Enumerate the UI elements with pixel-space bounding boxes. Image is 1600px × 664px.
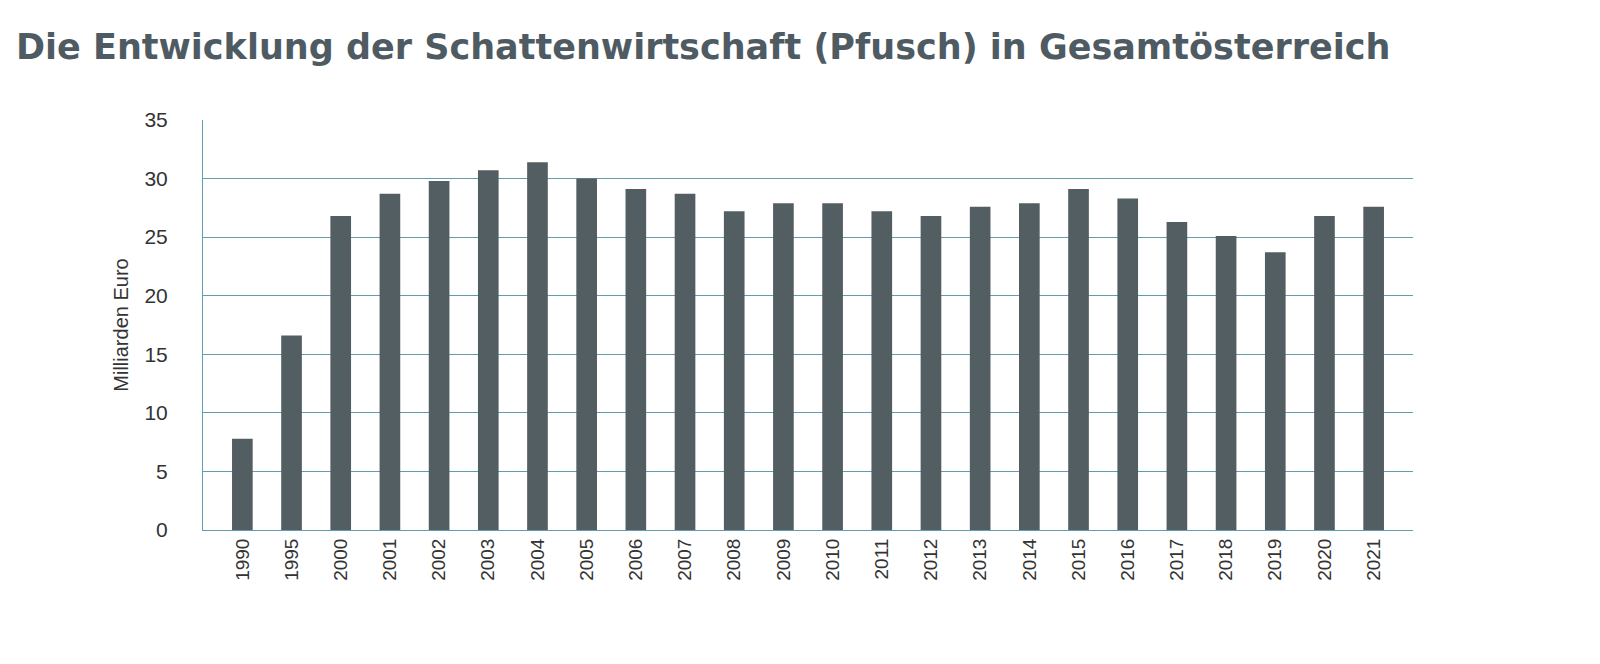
svg-text:15: 15 [144, 343, 167, 366]
svg-text:10: 10 [144, 401, 167, 424]
svg-text:2014: 2014 [1019, 538, 1040, 581]
svg-text:20: 20 [144, 284, 167, 307]
svg-text:2006: 2006 [625, 539, 646, 581]
svg-text:30: 30 [144, 167, 167, 190]
svg-text:2012: 2012 [920, 539, 941, 581]
svg-text:2020: 2020 [1314, 539, 1335, 581]
svg-text:0: 0 [156, 518, 168, 541]
svg-text:25: 25 [144, 225, 167, 248]
svg-text:2021: 2021 [1363, 539, 1384, 581]
svg-text:2007: 2007 [674, 539, 695, 581]
svg-text:2009: 2009 [773, 539, 794, 581]
svg-text:2016: 2016 [1117, 539, 1138, 581]
svg-text:2001: 2001 [379, 539, 400, 581]
svg-text:2002: 2002 [428, 539, 449, 581]
svg-text:2005: 2005 [576, 539, 597, 581]
svg-text:2003: 2003 [477, 539, 498, 581]
svg-text:2011: 2011 [871, 539, 892, 580]
svg-text:2018: 2018 [1215, 539, 1236, 581]
svg-text:2013: 2013 [969, 539, 990, 581]
svg-text:2019: 2019 [1264, 539, 1285, 581]
svg-text:Milliarden Euro: Milliarden Euro [110, 258, 132, 391]
svg-text:Die Entwicklung der Schattenwi: Die Entwicklung der Schattenwirtschaft (… [16, 27, 1390, 67]
svg-text:2015: 2015 [1068, 539, 1089, 581]
svg-text:1995: 1995 [281, 539, 302, 581]
svg-text:2004: 2004 [527, 538, 548, 581]
svg-text:2008: 2008 [723, 539, 744, 581]
svg-text:2000: 2000 [330, 539, 351, 581]
svg-text:35: 35 [144, 108, 167, 131]
svg-text:2010: 2010 [822, 539, 843, 581]
svg-text:1990: 1990 [232, 539, 253, 581]
svg-text:5: 5 [156, 460, 168, 483]
svg-text:2017: 2017 [1166, 539, 1187, 581]
